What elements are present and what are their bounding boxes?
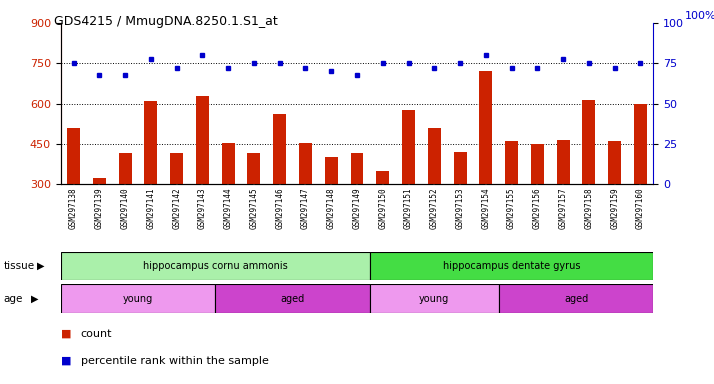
Text: ■: ■ bbox=[61, 329, 71, 339]
Text: GSM297139: GSM297139 bbox=[95, 187, 104, 229]
Text: ■: ■ bbox=[61, 356, 71, 366]
Text: GSM297159: GSM297159 bbox=[610, 187, 619, 229]
Bar bbox=[119, 153, 131, 184]
Bar bbox=[505, 141, 518, 184]
Text: GSM297144: GSM297144 bbox=[223, 187, 233, 229]
Bar bbox=[479, 71, 492, 184]
Bar bbox=[498, 284, 653, 313]
Bar bbox=[299, 143, 312, 184]
Bar bbox=[531, 144, 544, 184]
Text: GDS4215 / MmugDNA.8250.1.S1_at: GDS4215 / MmugDNA.8250.1.S1_at bbox=[54, 15, 277, 28]
Bar bbox=[273, 114, 286, 184]
Text: GSM297146: GSM297146 bbox=[275, 187, 284, 229]
Bar bbox=[144, 101, 157, 184]
Text: GSM297145: GSM297145 bbox=[249, 187, 258, 229]
Bar bbox=[61, 252, 370, 280]
Bar bbox=[376, 171, 389, 184]
Text: GSM297160: GSM297160 bbox=[636, 187, 645, 229]
Bar bbox=[248, 153, 261, 184]
Text: count: count bbox=[81, 329, 112, 339]
Bar bbox=[93, 177, 106, 184]
Bar bbox=[67, 128, 80, 184]
Text: GSM297147: GSM297147 bbox=[301, 187, 310, 229]
Text: young: young bbox=[123, 293, 153, 304]
Bar bbox=[634, 104, 647, 184]
Bar bbox=[222, 143, 235, 184]
Bar bbox=[428, 128, 441, 184]
Text: GSM297149: GSM297149 bbox=[353, 187, 361, 229]
Bar bbox=[453, 152, 466, 184]
Bar bbox=[170, 153, 183, 184]
Bar bbox=[608, 141, 621, 184]
Text: GSM297143: GSM297143 bbox=[198, 187, 207, 229]
Text: ▶: ▶ bbox=[31, 293, 39, 304]
Text: aged: aged bbox=[564, 293, 588, 304]
Text: GSM297154: GSM297154 bbox=[481, 187, 491, 229]
Text: GSM297156: GSM297156 bbox=[533, 187, 542, 229]
Text: tissue: tissue bbox=[4, 261, 35, 271]
Text: GSM297140: GSM297140 bbox=[121, 187, 130, 229]
Text: GSM297138: GSM297138 bbox=[69, 187, 78, 229]
Bar bbox=[216, 284, 370, 313]
Bar bbox=[402, 111, 415, 184]
Text: hippocampus dentate gyrus: hippocampus dentate gyrus bbox=[443, 261, 580, 271]
Text: age: age bbox=[4, 293, 23, 304]
Bar bbox=[583, 100, 595, 184]
Text: GSM297151: GSM297151 bbox=[404, 187, 413, 229]
Bar bbox=[196, 96, 208, 184]
Bar bbox=[61, 284, 216, 313]
Text: aged: aged bbox=[281, 293, 305, 304]
Text: GSM297158: GSM297158 bbox=[584, 187, 593, 229]
Text: GSM297152: GSM297152 bbox=[430, 187, 439, 229]
Y-axis label: 100%: 100% bbox=[685, 12, 714, 22]
Text: GSM297142: GSM297142 bbox=[172, 187, 181, 229]
Bar bbox=[351, 153, 363, 184]
Text: percentile rank within the sample: percentile rank within the sample bbox=[81, 356, 268, 366]
Bar bbox=[557, 140, 570, 184]
Text: GSM297150: GSM297150 bbox=[378, 187, 387, 229]
Text: young: young bbox=[419, 293, 449, 304]
Text: GSM297153: GSM297153 bbox=[456, 187, 465, 229]
Text: GSM297155: GSM297155 bbox=[507, 187, 516, 229]
Text: GSM297148: GSM297148 bbox=[327, 187, 336, 229]
Bar bbox=[370, 284, 498, 313]
Text: ▶: ▶ bbox=[37, 261, 45, 271]
Text: GSM297157: GSM297157 bbox=[558, 187, 568, 229]
Bar bbox=[325, 157, 338, 184]
Text: hippocampus cornu ammonis: hippocampus cornu ammonis bbox=[143, 261, 288, 271]
Bar bbox=[370, 252, 653, 280]
Text: GSM297141: GSM297141 bbox=[146, 187, 156, 229]
